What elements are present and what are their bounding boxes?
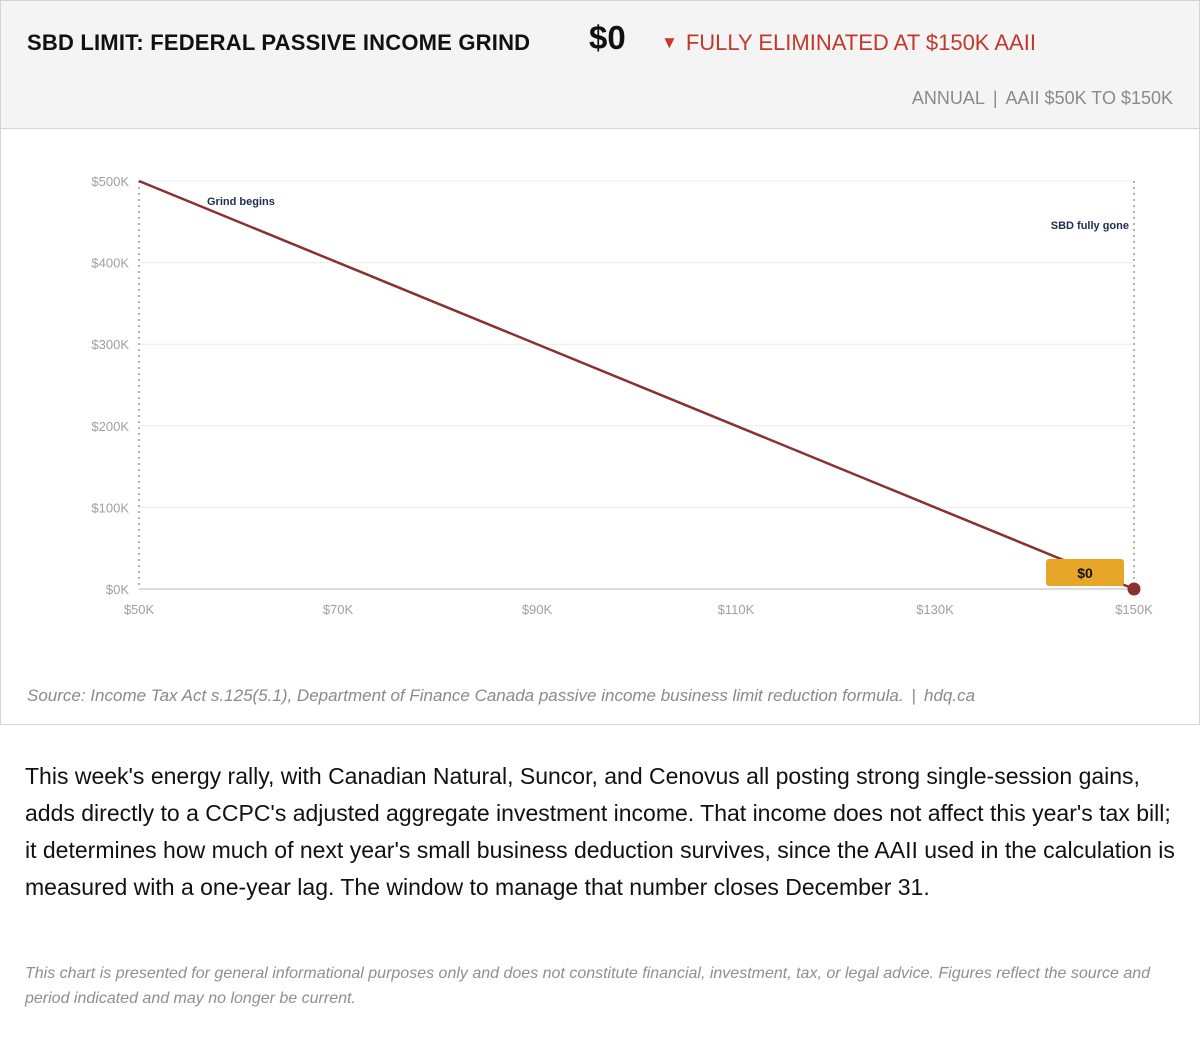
chart-meta: ANNUAL | AAII $50K TO $150K — [912, 88, 1173, 109]
current-value: $0 — [589, 19, 626, 56]
annotation-label: Grind begins — [207, 196, 275, 208]
y-tick-label: $100K — [91, 500, 129, 515]
line-chart: $0K $100K $200K $300K $400K $500K $50K $70K $90K… — [91, 174, 1153, 617]
end-value-badge — [1046, 559, 1124, 586]
down-triangle-icon: ▼ — [661, 33, 678, 52]
x-tick-label: $90K — [522, 602, 553, 617]
y-tick-label: $400K — [91, 256, 129, 271]
x-tick-label: $130K — [916, 602, 954, 617]
chart-source: Source: Income Tax Act s.125(5.1), Depar… — [27, 686, 975, 706]
x-tick-label: $150K — [1115, 602, 1153, 617]
x-tick-label: $50K — [124, 602, 155, 617]
meta-separator: | — [992, 88, 998, 108]
chart-title: SBD LIMIT: FEDERAL PASSIVE INCOME GRIND — [27, 30, 531, 55]
disclaimer-text: This chart is presented for general info… — [25, 965, 1151, 1007]
y-tick-label: $200K — [91, 419, 129, 434]
x-tick-label: $110K — [718, 602, 755, 617]
y-tick-label: $300K — [91, 337, 129, 352]
source-site: hdq.ca — [923, 686, 976, 705]
endpoint-dot — [1127, 582, 1141, 596]
series-line — [138, 179, 1135, 591]
source-separator: | — [911, 686, 916, 705]
change-indicator: ▼ FULLY ELIMINATED AT $150K AAII — [661, 30, 1036, 56]
y-tick-label: $500K — [91, 174, 129, 189]
chart-header: SBD LIMIT: FEDERAL PASSIVE INCOME GRIND … — [1, 1, 1199, 129]
annotation-label: SBD fully gone — [1051, 220, 1129, 232]
change-text: FULLY ELIMINATED AT $150K AAII — [685, 30, 1036, 55]
period-label: ANNUAL — [911, 88, 985, 108]
x-tick-label: $70K — [323, 602, 354, 617]
chart-card: SBD LIMIT: FEDERAL PASSIVE INCOME GRIND … — [0, 0, 1200, 725]
y-tick-label: $0K — [106, 582, 129, 597]
range-label: AAII $50K TO $150K — [1005, 88, 1173, 108]
source-text: Source: Income Tax Act s.125(5.1), Depar… — [27, 686, 904, 705]
end-value-label: $0 — [1077, 565, 1093, 581]
article-paragraph: This week's energy rally, with Canadian … — [25, 763, 1175, 900]
